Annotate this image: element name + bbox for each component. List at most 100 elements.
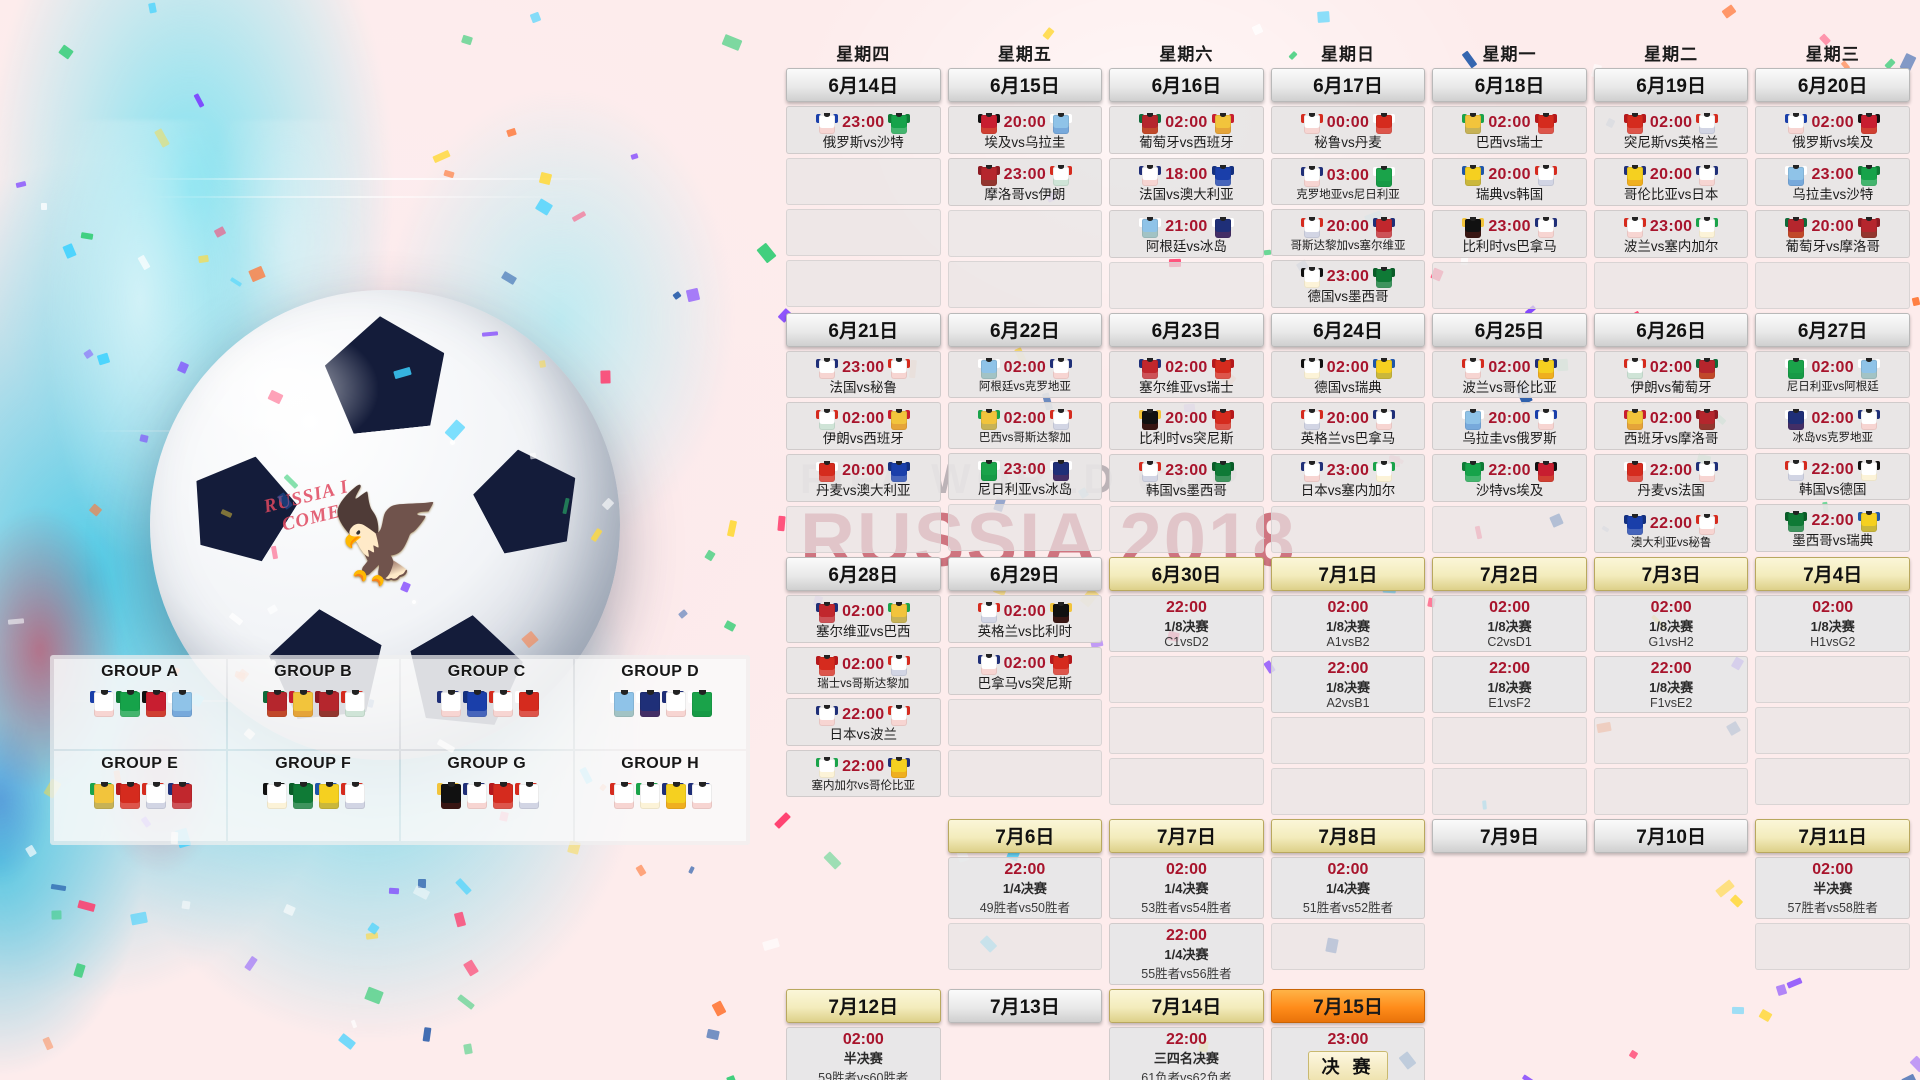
date-chip-7月11日[interactable]: 7月11日 (1755, 819, 1910, 854)
date-chip-7月9日[interactable]: 7月9日 (1432, 819, 1587, 854)
match-cell[interactable]: 02:00 瑞士vs哥斯达黎加 (786, 646, 941, 694)
match-cell[interactable]: 20:00 比利时vs突尼斯 (1109, 402, 1264, 451)
date-chip-7月14日[interactable]: 7月14日 (1109, 989, 1264, 1024)
date-chip-7月8日[interactable]: 7月8日 (1270, 819, 1426, 854)
match-cell[interactable]: 23:00 比利时vs巴拿马 (1432, 209, 1587, 258)
date-chip-7月6日[interactable]: 7月6日 (947, 819, 1103, 854)
date-chip-6月15日[interactable]: 6月15日 (947, 68, 1103, 102)
date-chip-7月2日[interactable]: 7月2日 (1432, 557, 1587, 592)
date-chip-6月19日[interactable]: 6月19日 (1593, 68, 1749, 102)
match-cell[interactable]: 02:00 德国vs瑞典 (1270, 350, 1426, 399)
knockout-match-cell[interactable]: 02:00 1/4决赛 53胜者vs54胜者 (1109, 857, 1264, 920)
match-cell[interactable]: 23:00 俄罗斯vs沙特 (786, 106, 941, 154)
knockout-match-cell[interactable]: 22:00 1/4决赛 49胜者vs50胜者 (947, 857, 1103, 920)
date-chip-6月18日[interactable]: 6月18日 (1432, 68, 1587, 102)
match-cell[interactable]: 20:00 乌拉圭vs俄罗斯 (1432, 402, 1587, 451)
group-card-B[interactable]: GROUP B (227, 659, 399, 749)
date-chip-7月10日[interactable]: 7月10日 (1593, 819, 1749, 854)
match-cell[interactable]: 02:00 尼日利亚vs阿根廷 (1755, 350, 1910, 398)
match-cell[interactable]: 22:00 日本vs波兰 (786, 697, 941, 746)
group-card-A[interactable]: GROUP A (54, 659, 226, 749)
group-card-H[interactable]: GROUP H (574, 751, 746, 841)
match-cell[interactable]: 02:00 突尼斯vs英格兰 (1593, 106, 1749, 154)
date-chip-6月22日[interactable]: 6月22日 (947, 312, 1103, 347)
match-cell[interactable]: 20:00 英格兰vs巴拿马 (1270, 402, 1426, 451)
knockout-match-cell[interactable]: 22:00 1/8决赛 C1vsD2 (1109, 595, 1264, 653)
date-chip-7月4日[interactable]: 7月4日 (1755, 557, 1910, 592)
date-chip-6月20日[interactable]: 6月20日 (1755, 68, 1910, 102)
knockout-match-cell[interactable]: 23:00 决 赛 (1270, 1027, 1426, 1080)
match-cell[interactable]: 02:00 塞尔维亚vs瑞士 (1109, 350, 1264, 399)
knockout-match-cell[interactable]: 02:00 1/8决赛 H1vsG2 (1755, 595, 1910, 653)
match-cell[interactable]: 02:00 伊朗vs葡萄牙 (1593, 350, 1749, 399)
match-cell[interactable]: 02:00 巴拿马vs突尼斯 (947, 646, 1103, 695)
match-cell[interactable]: 22:00 澳大利亚vs秘鲁 (1593, 506, 1749, 554)
date-chip-6月24日[interactable]: 6月24日 (1270, 312, 1426, 347)
match-cell[interactable]: 22:00 墨西哥vs瑞典 (1755, 504, 1910, 553)
match-cell[interactable]: 02:00 冰岛vs克罗地亚 (1755, 401, 1910, 449)
knockout-match-cell[interactable]: 02:00 半决赛 57胜者vs58胜者 (1755, 857, 1910, 920)
match-cell[interactable]: 02:00 俄罗斯vs埃及 (1755, 106, 1910, 154)
date-chip-6月17日[interactable]: 6月17日 (1270, 68, 1426, 102)
match-cell[interactable]: 23:00 乌拉圭vs沙特 (1755, 157, 1910, 206)
date-chip-6月26日[interactable]: 6月26日 (1593, 312, 1749, 347)
date-chip-6月23日[interactable]: 6月23日 (1109, 312, 1264, 347)
match-cell[interactable]: 02:00 葡萄牙vs西班牙 (1109, 106, 1264, 154)
match-cell[interactable]: 20:00 葡萄牙vs摩洛哥 (1755, 209, 1910, 258)
match-cell[interactable]: 02:00 阿根廷vs克罗地亚 (947, 350, 1103, 398)
date-chip-6月14日[interactable]: 6月14日 (786, 68, 941, 102)
match-cell[interactable]: 20:00 埃及vs乌拉圭 (947, 106, 1103, 154)
match-cell[interactable]: 00:00 秘鲁vs丹麦 (1270, 106, 1426, 154)
knockout-match-cell[interactable]: 22:00 1/8决赛 A2vsB1 (1270, 656, 1426, 714)
match-cell[interactable]: 22:00 沙特vs埃及 (1432, 454, 1587, 503)
knockout-match-cell[interactable]: 02:00 1/8决赛 G1vsH2 (1593, 595, 1749, 653)
knockout-match-cell[interactable]: 02:00 半决赛 59胜者vs60胜者 (786, 1027, 941, 1080)
match-cell[interactable]: 23:00 尼日利亚vs冰岛 (947, 452, 1103, 501)
knockout-match-cell[interactable]: 22:00 1/8决赛 E1vsF2 (1432, 656, 1587, 714)
group-card-D[interactable]: GROUP D (574, 659, 746, 749)
match-cell[interactable]: 20:00 丹麦vs澳大利亚 (786, 454, 941, 503)
date-chip-7月13日[interactable]: 7月13日 (947, 989, 1103, 1024)
match-cell[interactable]: 02:00 英格兰vs比利时 (947, 595, 1103, 643)
match-cell[interactable]: 02:00 巴西vs哥斯达黎加 (947, 401, 1103, 449)
match-cell[interactable]: 23:00 波兰vs塞内加尔 (1593, 209, 1749, 258)
knockout-match-cell[interactable]: 02:00 1/8决赛 C2vsD1 (1432, 595, 1587, 653)
match-cell[interactable]: 23:00 德国vs墨西哥 (1270, 259, 1426, 308)
match-cell[interactable]: 02:00 西班牙vs摩洛哥 (1593, 402, 1749, 451)
match-cell[interactable]: 18:00 法国vs澳大利亚 (1109, 157, 1264, 206)
group-card-C[interactable]: GROUP C (401, 659, 573, 749)
match-cell[interactable]: 23:00 摩洛哥vs伊朗 (947, 157, 1103, 206)
match-cell[interactable]: 02:00 塞尔维亚vs巴西 (786, 595, 941, 643)
match-cell[interactable]: 20:00 哥斯达黎加vs塞尔维亚 (1270, 208, 1426, 256)
date-chip-6月29日[interactable]: 6月29日 (947, 557, 1103, 592)
match-cell[interactable]: 23:00 日本vs塞内加尔 (1270, 454, 1426, 503)
match-cell[interactable]: 20:00 哥伦比亚vs日本 (1593, 157, 1749, 206)
knockout-match-cell[interactable]: 02:00 1/8决赛 A1vsB2 (1270, 595, 1426, 653)
date-chip-7月7日[interactable]: 7月7日 (1109, 819, 1264, 854)
match-cell[interactable]: 20:00 瑞典vs韩国 (1432, 157, 1587, 206)
match-cell[interactable]: 02:00 波兰vs哥伦比亚 (1432, 350, 1587, 399)
date-chip-6月30日[interactable]: 6月30日 (1109, 557, 1264, 592)
match-cell[interactable]: 02:00 伊朗vs西班牙 (786, 402, 941, 451)
date-chip-6月25日[interactable]: 6月25日 (1432, 312, 1587, 347)
match-cell[interactable]: 23:00 韩国vs墨西哥 (1109, 454, 1264, 503)
date-chip-6月27日[interactable]: 6月27日 (1755, 312, 1910, 347)
knockout-match-cell[interactable]: 02:00 1/4决赛 51胜者vs52胜者 (1270, 857, 1426, 920)
group-card-E[interactable]: GROUP E (54, 751, 226, 841)
match-cell[interactable]: 02:00 巴西vs瑞士 (1432, 106, 1587, 154)
date-chip-7月12日[interactable]: 7月12日 (786, 989, 941, 1024)
match-cell[interactable]: 03:00 克罗地亚vs尼日利亚 (1270, 157, 1426, 205)
date-chip-6月16日[interactable]: 6月16日 (1109, 68, 1264, 102)
match-cell[interactable]: 22:00 韩国vs德国 (1755, 452, 1910, 501)
group-card-F[interactable]: GROUP F (227, 751, 399, 841)
date-chip-7月15日[interactable]: 7月15日 (1270, 989, 1426, 1024)
group-card-G[interactable]: GROUP G (401, 751, 573, 841)
date-chip-6月21日[interactable]: 6月21日 (786, 312, 941, 347)
knockout-match-cell[interactable]: 22:00 三四名决赛 61负者vs62负者 (1109, 1027, 1264, 1080)
date-chip-7月3日[interactable]: 7月3日 (1593, 557, 1749, 592)
knockout-match-cell[interactable]: 22:00 1/8决赛 F1vsE2 (1593, 656, 1749, 714)
match-cell[interactable]: 23:00 法国vs秘鲁 (786, 350, 941, 399)
date-chip-6月28日[interactable]: 6月28日 (786, 557, 941, 592)
knockout-match-cell[interactable]: 22:00 1/4决赛 55胜者vs56胜者 (1109, 923, 1264, 986)
match-cell[interactable]: 22:00 丹麦vs法国 (1593, 454, 1749, 503)
